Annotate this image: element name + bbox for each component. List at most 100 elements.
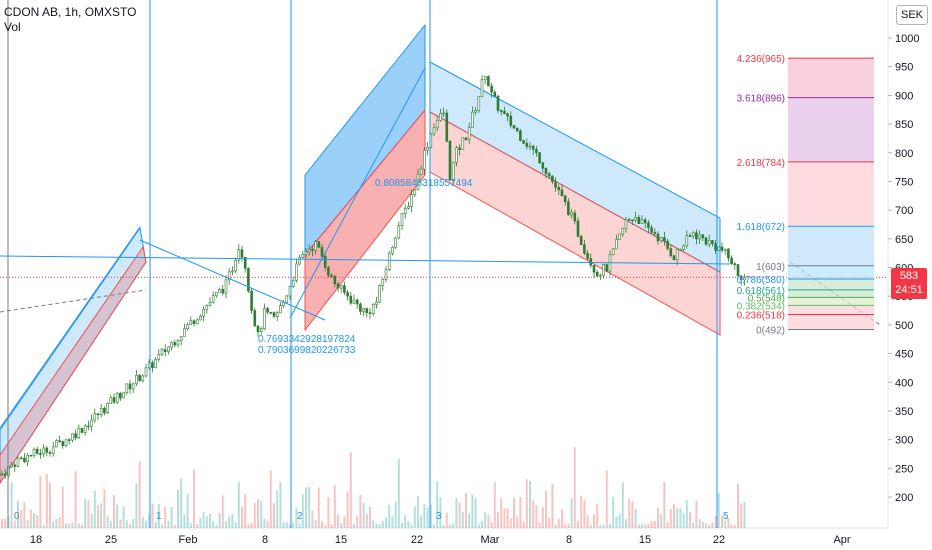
candle-body bbox=[291, 279, 295, 287]
volume-bar bbox=[698, 519, 701, 528]
volume-bar bbox=[33, 513, 35, 528]
volume-bar bbox=[557, 518, 560, 528]
volume-bar bbox=[61, 486, 64, 528]
volume-bar bbox=[490, 522, 493, 528]
x-tick-label: 15 bbox=[335, 534, 347, 546]
volume-bar bbox=[180, 478, 183, 528]
candle-body bbox=[384, 269, 388, 280]
volume-bar bbox=[429, 504, 432, 528]
candle-body bbox=[544, 167, 548, 175]
fib-extension: 4.236(965) 3.618(896) 2.618(784) 1.618(672)… bbox=[737, 54, 874, 336]
candle-body bbox=[704, 237, 708, 245]
currency-button[interactable]: SEK bbox=[896, 5, 928, 25]
candle-body bbox=[93, 413, 97, 421]
candle-body bbox=[144, 367, 148, 377]
volume-bar bbox=[714, 516, 717, 528]
volume-bar bbox=[493, 482, 496, 528]
volume-bar bbox=[228, 516, 231, 528]
volume-bar bbox=[372, 520, 375, 528]
volume-bar bbox=[349, 452, 352, 528]
volume-bar bbox=[20, 510, 23, 528]
candle-body bbox=[186, 324, 189, 330]
volume-bar bbox=[615, 516, 618, 528]
volume-bar bbox=[647, 523, 650, 528]
y-tick-label: 350 bbox=[895, 406, 913, 418]
volume-bar bbox=[321, 521, 323, 528]
volume-bar bbox=[218, 512, 221, 528]
volume-bar bbox=[353, 523, 355, 528]
candle-body bbox=[627, 219, 631, 221]
candle-body bbox=[51, 446, 55, 454]
volume-bar bbox=[605, 470, 608, 528]
volume-bar bbox=[135, 483, 138, 528]
volume-bar bbox=[452, 523, 455, 528]
candle-body bbox=[727, 248, 730, 259]
volume-bar bbox=[167, 520, 170, 528]
fib-level-label: 0.236(518) bbox=[737, 311, 785, 322]
candle-body bbox=[512, 125, 516, 129]
y-tick-label: 1000 bbox=[895, 33, 919, 45]
volume-bar bbox=[612, 496, 615, 528]
volume-bar bbox=[733, 524, 736, 528]
candle-body bbox=[490, 85, 493, 93]
volume-bar bbox=[426, 507, 429, 528]
volume-bar bbox=[458, 502, 461, 528]
volume-bar bbox=[525, 479, 528, 528]
candle-body bbox=[506, 113, 509, 117]
volume-bar bbox=[68, 523, 71, 528]
volume-bar bbox=[727, 518, 730, 528]
candle-body bbox=[99, 408, 103, 415]
volume-bar bbox=[682, 512, 685, 528]
candle-body bbox=[314, 241, 317, 251]
volume-bar bbox=[685, 500, 688, 528]
candle-body bbox=[688, 235, 692, 237]
volume-bar bbox=[279, 482, 282, 528]
volume-bar bbox=[295, 507, 298, 528]
volume-bar bbox=[36, 515, 39, 528]
volume-bar bbox=[45, 474, 48, 528]
candle-body bbox=[26, 454, 29, 463]
candle-body bbox=[707, 240, 711, 245]
candle-body bbox=[90, 419, 93, 427]
candle-body bbox=[19, 457, 23, 460]
candle-body bbox=[541, 162, 545, 169]
volume-bar bbox=[404, 514, 407, 528]
candle-body bbox=[567, 201, 570, 216]
volume-bar bbox=[49, 482, 51, 528]
candle-body bbox=[122, 392, 125, 399]
volume-bar bbox=[737, 483, 739, 528]
candle-body bbox=[48, 452, 52, 454]
candle-body bbox=[531, 145, 535, 150]
volume-bar bbox=[602, 524, 605, 528]
candle-body bbox=[125, 383, 129, 393]
volume-bar bbox=[743, 501, 746, 528]
volume-bar bbox=[215, 524, 218, 528]
chart-header: CDON AB, 1h, OMXSTO Vol bbox=[4, 5, 136, 35]
volume-bar bbox=[461, 512, 464, 528]
volume-bar bbox=[189, 523, 192, 528]
volume-bar bbox=[481, 521, 483, 528]
candle-body bbox=[618, 233, 621, 241]
fib-zone bbox=[788, 265, 874, 279]
volume-bar bbox=[641, 523, 643, 528]
annotations: 0 1 2 3 5 0.76933429281978240.790369982022673… bbox=[14, 178, 729, 522]
candle-body bbox=[195, 319, 199, 325]
candle-body bbox=[77, 427, 81, 439]
wave-marker-label: 0 bbox=[14, 511, 20, 522]
volume-indicator-label[interactable]: Vol bbox=[4, 20, 21, 34]
volume-bar bbox=[621, 482, 624, 528]
volume-bar bbox=[93, 490, 96, 528]
candle-body bbox=[637, 217, 641, 224]
x-tick-label: Apr bbox=[833, 534, 850, 546]
candle-body bbox=[448, 141, 452, 181]
candle-body bbox=[250, 290, 253, 311]
volume-bar bbox=[13, 520, 16, 528]
volume-bar bbox=[42, 524, 45, 528]
volume-bar bbox=[161, 524, 163, 528]
candle-body bbox=[42, 447, 45, 455]
fib-level-label: 0.786(580) bbox=[737, 275, 785, 286]
volume-bar bbox=[39, 475, 42, 528]
volume-bar bbox=[266, 520, 269, 528]
candle-body bbox=[656, 233, 660, 242]
